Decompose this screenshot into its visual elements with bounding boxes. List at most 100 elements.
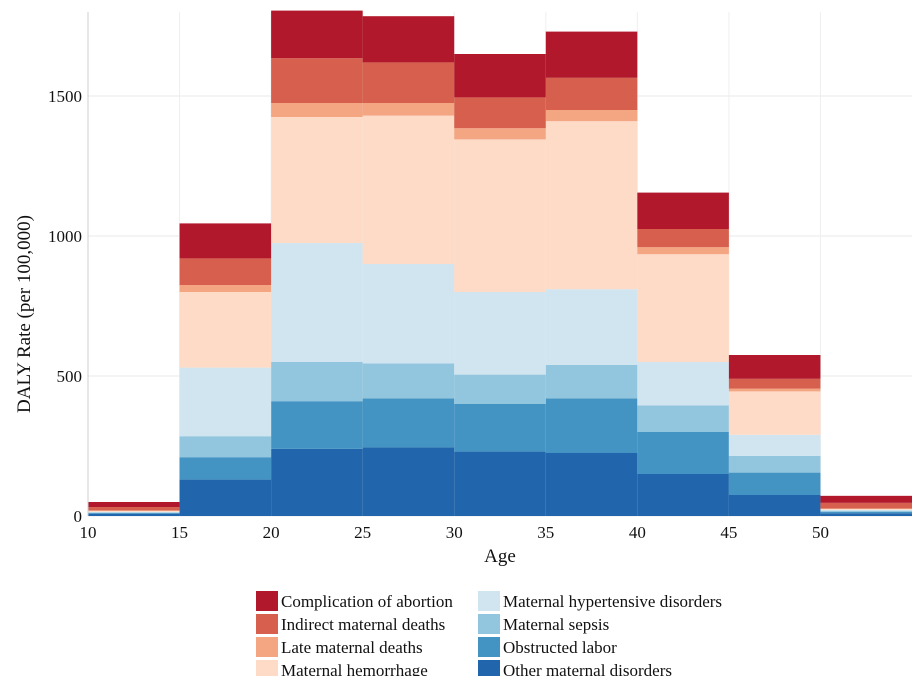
x-tick-label: 45 bbox=[720, 523, 737, 542]
band-segment bbox=[362, 115, 455, 264]
band-segment bbox=[637, 474, 729, 516]
band-segment bbox=[637, 362, 729, 406]
legend: Complication of abortion Indirect materna… bbox=[256, 591, 722, 676]
band-segment bbox=[820, 509, 912, 511]
band-segment bbox=[88, 510, 180, 512]
band-segment bbox=[454, 404, 546, 452]
band-segment bbox=[545, 398, 638, 453]
legend-swatch bbox=[256, 660, 278, 676]
band-segment bbox=[271, 103, 363, 117]
band-segment bbox=[271, 10, 363, 59]
band-segment bbox=[545, 289, 638, 365]
band-segment bbox=[637, 432, 729, 474]
legend-swatch bbox=[478, 614, 500, 634]
legend-swatch bbox=[478, 660, 500, 676]
band-segment bbox=[728, 472, 821, 495]
legend-label: Maternal hypertensive disorders bbox=[503, 592, 722, 611]
y-tick-label: 1500 bbox=[48, 87, 82, 106]
legend-label: Other maternal disorders bbox=[503, 661, 672, 676]
axes: 0 500 1000 1500 10 15 20 25 30 35 40 45 50 bbox=[48, 12, 829, 542]
band-segment bbox=[820, 513, 912, 516]
plot-area: 0 500 1000 1500 10 15 20 25 30 35 40 45 50 bbox=[48, 10, 912, 542]
band-segment bbox=[362, 103, 455, 116]
x-tick-label: 10 bbox=[80, 523, 97, 542]
band-segment bbox=[454, 54, 546, 98]
band-segment bbox=[179, 223, 272, 259]
series-maternal-sepsis bbox=[88, 362, 912, 513]
series-obstructed-labor bbox=[88, 398, 912, 514]
band-segment bbox=[362, 363, 455, 399]
band-segment bbox=[362, 447, 455, 516]
legend-item: Other maternal disorders bbox=[478, 660, 672, 676]
x-tick-label: 40 bbox=[629, 523, 646, 542]
band-segment bbox=[545, 31, 638, 78]
series-indirect-maternal-deaths bbox=[88, 58, 912, 511]
legend-item: Maternal hypertensive disorders bbox=[478, 591, 722, 611]
band-segment bbox=[179, 258, 272, 285]
band-segment bbox=[88, 510, 180, 511]
band-segment bbox=[271, 362, 363, 402]
series-maternal-hemorrhage bbox=[88, 115, 912, 512]
band-segment bbox=[820, 502, 912, 509]
x-tick-label: 25 bbox=[354, 523, 371, 542]
band-segment bbox=[179, 457, 272, 480]
band-segment bbox=[454, 374, 546, 404]
band-segment bbox=[545, 77, 638, 110]
band-segment bbox=[728, 355, 821, 379]
band-segment bbox=[179, 367, 272, 437]
band-segment bbox=[179, 292, 272, 368]
x-tick-label: 50 bbox=[812, 523, 829, 542]
legend-swatch bbox=[256, 591, 278, 611]
band-segment bbox=[637, 254, 729, 362]
band-segment bbox=[271, 243, 363, 362]
band-segment bbox=[271, 58, 363, 103]
band-segment bbox=[362, 62, 455, 103]
band-segment bbox=[637, 405, 729, 432]
band-segment bbox=[545, 364, 638, 399]
band-segment bbox=[454, 97, 546, 129]
legend-swatch bbox=[478, 637, 500, 657]
band-segment bbox=[728, 378, 821, 389]
y-tick-label: 500 bbox=[57, 367, 83, 386]
band-segment bbox=[637, 247, 729, 255]
y-axis-title: DALY Rate (per 100,000) bbox=[14, 215, 35, 413]
band-segment bbox=[454, 139, 546, 292]
legend-item: Complication of abortion bbox=[256, 591, 453, 611]
band-segment bbox=[637, 229, 729, 248]
band-segment bbox=[362, 16, 455, 63]
legend-item: Late maternal deaths bbox=[256, 637, 423, 657]
band-segment bbox=[179, 436, 272, 458]
series-complication-of-abortion bbox=[88, 10, 912, 508]
legend-label: Indirect maternal deaths bbox=[281, 615, 445, 634]
legend-label: Obstructed labor bbox=[503, 638, 617, 657]
y-tick-label: 1000 bbox=[48, 227, 82, 246]
band-segment bbox=[454, 292, 546, 375]
band-segment bbox=[362, 264, 455, 364]
legend-label: Maternal hemorrhage bbox=[281, 661, 428, 676]
band-segment bbox=[271, 117, 363, 243]
band-segment bbox=[88, 511, 180, 513]
band-segment bbox=[820, 510, 912, 512]
series-other-maternal-disorders bbox=[88, 447, 912, 516]
legend-swatch bbox=[478, 591, 500, 611]
x-tick-label: 35 bbox=[537, 523, 554, 542]
legend-label: Maternal sepsis bbox=[503, 615, 609, 634]
band-segment bbox=[88, 512, 180, 513]
legend-label: Late maternal deaths bbox=[281, 638, 423, 657]
x-tick-label: 15 bbox=[171, 523, 188, 542]
x-tick-label: 30 bbox=[446, 523, 463, 542]
legend-item: Maternal sepsis bbox=[478, 614, 609, 634]
band-segment bbox=[728, 391, 821, 435]
series-maternal-hypertensive-disorders bbox=[88, 243, 912, 513]
band-segment bbox=[88, 502, 180, 508]
band-segment bbox=[88, 507, 180, 511]
series-areas bbox=[88, 10, 912, 516]
legend-swatch bbox=[256, 614, 278, 634]
band-segment bbox=[820, 508, 912, 509]
band-segment bbox=[637, 192, 729, 229]
band-segment bbox=[179, 285, 272, 292]
legend-item: Obstructed labor bbox=[478, 637, 617, 657]
band-segment bbox=[728, 495, 821, 516]
band-segment bbox=[728, 434, 821, 456]
